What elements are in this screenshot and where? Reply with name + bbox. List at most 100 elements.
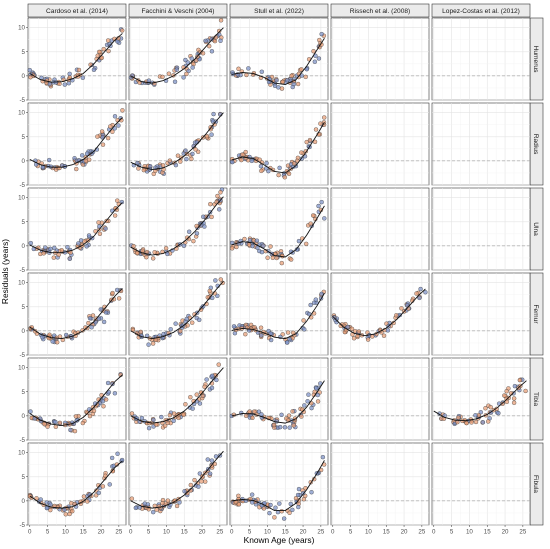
- data-point: [116, 123, 121, 128]
- data-point: [215, 193, 220, 199]
- data-point: [313, 127, 319, 132]
- data-point: [173, 162, 179, 168]
- column-strip-label: Lopez-Costas et al. (2012): [442, 8, 520, 15]
- data-point: [290, 507, 295, 513]
- data-point: [236, 66, 241, 71]
- panel-radius-3: [330, 102, 430, 186]
- data-point: [110, 290, 115, 296]
- data-point: [302, 403, 307, 408]
- data-point: [504, 389, 509, 394]
- data-point: [236, 493, 241, 498]
- data-point: [167, 158, 172, 163]
- data-point: [207, 471, 213, 476]
- data-point: [47, 157, 52, 163]
- data-point: [281, 516, 287, 521]
- data-point: [287, 510, 292, 515]
- data-point: [309, 405, 314, 411]
- data-point: [290, 84, 295, 90]
- data-point: [190, 320, 195, 325]
- data-point: [181, 75, 186, 80]
- panel-background: [330, 17, 430, 101]
- data-point: [95, 134, 100, 139]
- row-strip-label: Ulna: [532, 222, 539, 236]
- data-point: [42, 422, 47, 427]
- data-point: [258, 325, 264, 330]
- data-point: [273, 505, 278, 510]
- panel-background: [27, 187, 127, 271]
- data-point: [212, 38, 218, 44]
- data-point: [282, 175, 287, 180]
- panel-tibia-1: [128, 357, 228, 441]
- data-point: [74, 166, 79, 172]
- data-point: [163, 246, 169, 251]
- data-point: [512, 383, 518, 389]
- data-point: [209, 36, 214, 42]
- data-point: [106, 48, 111, 54]
- data-point: [172, 79, 178, 84]
- data-point: [308, 221, 313, 226]
- trend-line: [231, 293, 325, 340]
- x-tick-label: 10: [365, 529, 372, 536]
- data-point: [40, 335, 45, 340]
- data-point: [189, 56, 194, 61]
- row-strip-label: Radius: [532, 134, 539, 155]
- y-tick-label: -5: [19, 522, 25, 529]
- data-point: [118, 288, 124, 294]
- panel-background: [27, 17, 127, 101]
- data-point: [81, 494, 87, 499]
- data-point: [68, 427, 73, 433]
- data-point: [517, 377, 523, 383]
- data-point: [67, 71, 72, 77]
- data-point: [198, 222, 204, 228]
- data-point: [138, 329, 143, 335]
- column-strip: [128, 3, 228, 18]
- panel-fibula-1: [128, 442, 228, 526]
- data-point: [209, 214, 214, 220]
- data-point: [160, 163, 166, 168]
- data-point: [486, 419, 491, 424]
- panel-ulna-1: [128, 187, 228, 271]
- data-point: [84, 151, 90, 156]
- data-point: [57, 420, 63, 426]
- trend-line: [29, 288, 123, 340]
- data-point: [133, 505, 138, 511]
- panel-fibula-4: [431, 442, 531, 526]
- data-point: [48, 507, 53, 513]
- data-point: [259, 168, 264, 174]
- data-point: [229, 246, 235, 251]
- data-point: [105, 135, 111, 141]
- data-point: [242, 236, 247, 242]
- data-point: [365, 337, 371, 342]
- y-tick-label: -5: [19, 182, 25, 189]
- data-point: [309, 490, 314, 495]
- data-point: [351, 336, 357, 341]
- data-point: [110, 129, 115, 134]
- data-point: [304, 139, 309, 145]
- panel-ulna-4: [431, 187, 531, 271]
- data-point: [282, 425, 288, 430]
- data-point: [478, 410, 483, 415]
- panel-background: [330, 102, 430, 186]
- trend-line: [130, 450, 224, 509]
- data-point: [511, 396, 517, 401]
- data-point: [213, 454, 219, 459]
- data-point: [89, 325, 94, 330]
- data-point: [502, 393, 507, 398]
- y-tick-label: 5: [22, 474, 26, 481]
- x-tick-label: 10: [264, 529, 271, 536]
- data-point: [100, 142, 106, 147]
- data-point: [72, 428, 78, 434]
- data-point: [181, 243, 187, 248]
- data-point: [278, 424, 283, 430]
- data-point: [322, 216, 327, 221]
- data-point: [178, 328, 183, 334]
- data-point: [290, 409, 295, 414]
- data-point: [295, 81, 301, 87]
- data-point: [146, 425, 152, 431]
- row-strip-label: Fibula: [532, 475, 539, 493]
- data-point: [190, 406, 195, 411]
- data-point: [250, 243, 255, 249]
- data-point: [175, 153, 181, 158]
- panel-background: [229, 102, 329, 186]
